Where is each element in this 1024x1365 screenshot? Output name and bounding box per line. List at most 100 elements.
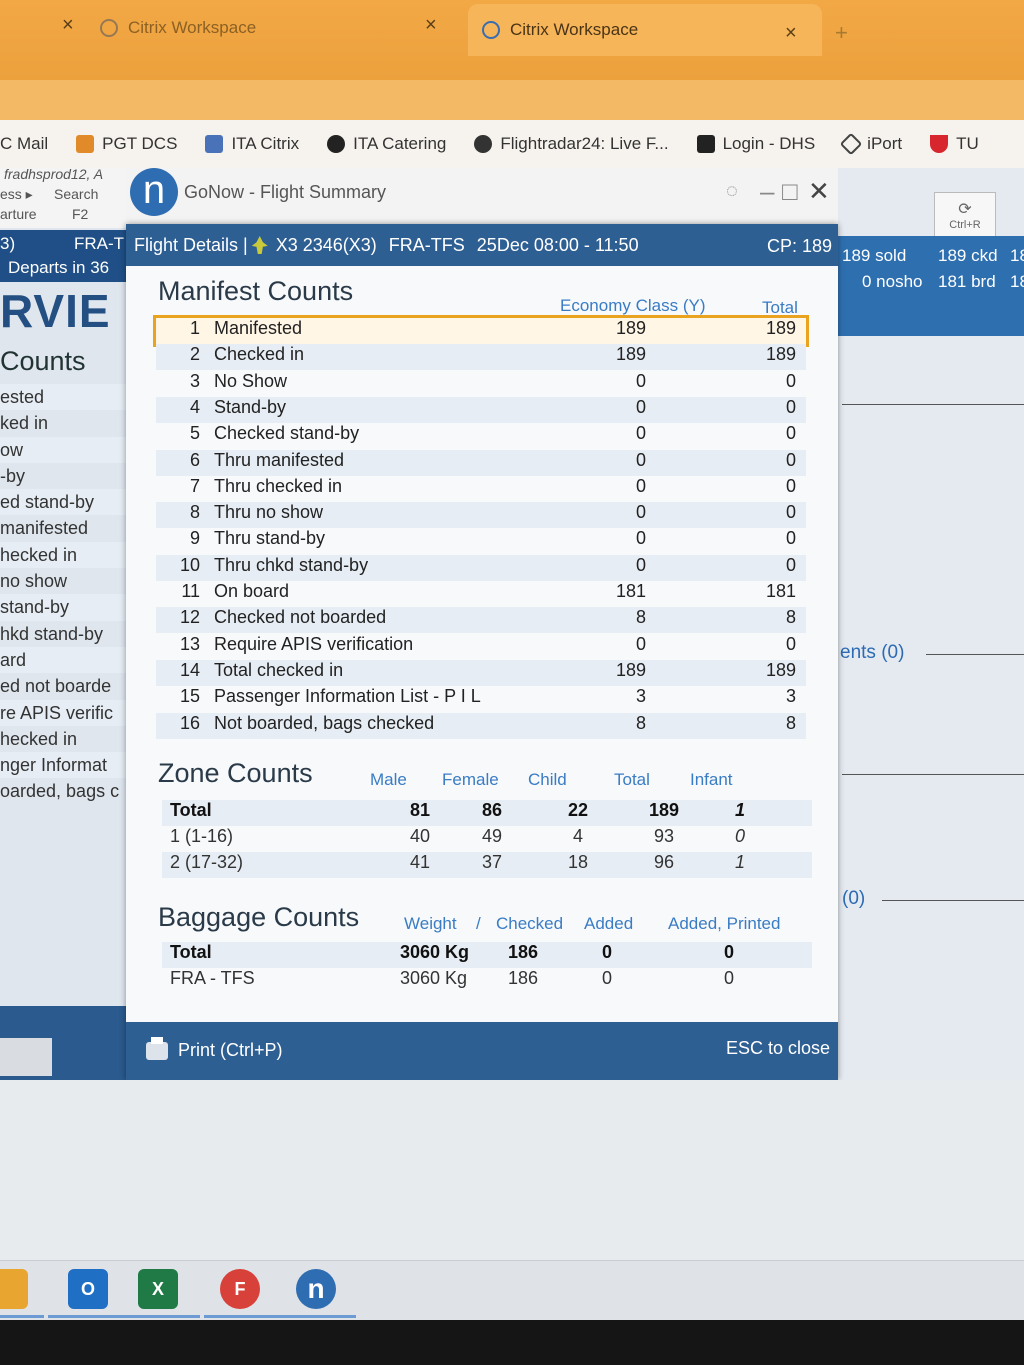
- desktop-background: [0, 1080, 1024, 1260]
- zone-cell-female: 37: [481, 852, 503, 872]
- gonow-title-bar: n GoNow - Flight Summary ◌ – □ ✕: [126, 168, 838, 224]
- pgt-icon: [76, 135, 95, 153]
- manifest-cell-y: 0: [635, 528, 646, 549]
- bookmark-tui[interactable]: TU: [930, 134, 979, 154]
- manifest-row[interactable]: 11 On board 181 181: [156, 581, 806, 607]
- manifest-cell-label: Total checked in: [214, 659, 344, 680]
- background-counts-list: ested ked in ow -by ed stand-by manifested hec…: [0, 384, 126, 805]
- eos-icon: [696, 135, 715, 153]
- background-list-item: ed stand-by: [0, 489, 126, 516]
- zone-cell-total: 189: [648, 800, 680, 820]
- manifest-cell-label: Require APIS verification: [214, 633, 414, 654]
- dialog-header: Flight Details | X3 2346(X3) FRA-TFS 25D…: [126, 224, 838, 266]
- manifest-row[interactable]: 6 Thru manifested 0 0: [156, 449, 806, 476]
- outlook-icon[interactable]: O: [68, 1269, 108, 1309]
- background-list-item: ked in: [0, 413, 49, 434]
- background-list-item: -by: [0, 465, 26, 486]
- tab-citrix-workspace-2[interactable]: Citrix Workspace: [468, 4, 822, 56]
- bookmark-iport[interactable]: iPort: [839, 132, 902, 156]
- zone-col-header: Total: [614, 770, 650, 789]
- background-list-item: re APIS verific: [0, 699, 126, 726]
- manifest-cell-total: 0: [785, 633, 796, 654]
- radar-icon: [474, 135, 493, 153]
- baggage-cell-label: Total: [170, 942, 212, 962]
- manifest-cell-label: Checked in: [214, 344, 305, 365]
- background-search[interactable]: Search: [54, 186, 99, 202]
- manifest-cell-y: 189: [615, 344, 646, 365]
- manifest-cell-n: 8: [189, 502, 200, 523]
- background-list-item: manifested: [0, 518, 89, 539]
- baggage-cell-weight: 3060 Kg: [400, 968, 468, 988]
- manifest-cell-total: 189: [765, 344, 796, 365]
- new-tab-icon[interactable]: +: [835, 20, 848, 45]
- background-link-count[interactable]: (0): [842, 888, 866, 909]
- background-link-documents[interactable]: ents (0): [840, 642, 905, 663]
- gonow-taskbar-icon[interactable]: n: [296, 1269, 336, 1309]
- manifest-cell-y: 0: [635, 554, 646, 575]
- close-window-button[interactable]: ✕: [808, 176, 830, 206]
- minimize-button[interactable]: –: [760, 176, 775, 206]
- manifest-row[interactable]: 2 Checked in 189 189: [156, 344, 806, 371]
- cp-count: CP: 189: [766, 236, 832, 256]
- window-title: GoNow - Flight Summary: [184, 182, 387, 202]
- manifest-row[interactable]: 12 Checked not boarded 8 8: [156, 607, 806, 634]
- bookmark-ita-catering[interactable]: ITA Catering: [327, 134, 446, 154]
- bookmark-pgt-dcs[interactable]: PGT DCS: [76, 134, 177, 154]
- dialog-footer: Print (Ctrl+P) ESC to close: [126, 1022, 838, 1080]
- manifest-row[interactable]: 4 Stand-by 0 0: [156, 396, 806, 423]
- chrome-icon[interactable]: F: [220, 1269, 260, 1309]
- background-list-item: nger Informat: [0, 752, 126, 779]
- iport-icon: [839, 132, 863, 156]
- zone-col-header: Male: [370, 770, 407, 789]
- manifest-cell-label: Thru checked in: [214, 475, 343, 496]
- zone-cell-infant: 0: [734, 826, 745, 846]
- print-button[interactable]: Print (Ctrl+P): [146, 1036, 283, 1061]
- tab-citrix-workspace-1[interactable]: Citrix Workspace: [100, 8, 460, 48]
- background-list-item: hecked in: [0, 541, 126, 569]
- bookmark-mail[interactable]: C Mail: [0, 134, 49, 153]
- manifest-row[interactable]: 8 Thru no show 0 0: [156, 502, 806, 529]
- manifest-cell-label: No Show: [214, 370, 288, 391]
- tab-close-icon[interactable]: ×: [425, 14, 437, 36]
- manifest-cell-y: 8: [635, 607, 646, 628]
- gonow-logo-icon: n: [130, 168, 178, 216]
- manifest-row[interactable]: 1 Manifested 189 189: [153, 315, 809, 347]
- citrix-icon: [100, 19, 118, 37]
- manifest-cell-n: 14: [179, 659, 200, 680]
- flight-route: FRA-TFS: [388, 234, 465, 255]
- zone-row: 2 (17-32) 41 37 18 96 1: [162, 852, 812, 878]
- manifest-row[interactable]: 16 Not boarded, bags checked 8 8: [156, 712, 806, 739]
- tab-close-icon[interactable]: ×: [785, 22, 797, 44]
- background-flight-header: 3) FRA-T Departs in 36: [0, 230, 126, 282]
- manifest-cell-y: 189: [615, 659, 646, 680]
- manifest-row[interactable]: 7 Thru checked in 0 0: [156, 476, 806, 502]
- esc-close-hint[interactable]: ESC to close: [725, 1038, 830, 1058]
- manifest-row[interactable]: 13 Require APIS verification 0 0: [156, 634, 806, 660]
- manifest-cell-y: 181: [615, 581, 646, 601]
- refresh-button[interactable]: ⟳ Ctrl+R: [934, 192, 996, 238]
- manifest-cell-label: Thru manifested: [214, 449, 345, 470]
- manifest-row[interactable]: 14 Total checked in 189 189: [156, 659, 806, 686]
- maximize-button[interactable]: □: [782, 176, 798, 206]
- tab-close-icon[interactable]: ×: [62, 14, 74, 36]
- manifest-cell-n: 9: [189, 528, 200, 549]
- bookmark-login-dhs[interactable]: Login - DHS: [696, 134, 815, 154]
- manifest-cell-label: Manifested: [214, 318, 303, 338]
- zone-cell-child: 18: [567, 852, 589, 872]
- manifest-cell-total: 0: [785, 554, 796, 575]
- bookmark-ita-citrix[interactable]: ITA Citrix: [205, 134, 299, 154]
- manifest-row[interactable]: 15 Passenger Information List - P I L 3 3: [156, 686, 806, 712]
- manifest-counts-title: Manifest Counts: [158, 276, 354, 306]
- manifest-cell-label: Checked stand-by: [214, 423, 360, 444]
- manifest-cell-y: 0: [635, 475, 646, 496]
- manifest-cell-total: 8: [785, 712, 796, 733]
- manifest-row[interactable]: 5 Checked stand-by 0 0: [156, 423, 806, 449]
- excel-icon[interactable]: X: [138, 1269, 178, 1309]
- manifest-row[interactable]: 9 Thru stand-by 0 0: [156, 528, 806, 554]
- file-explorer-icon[interactable]: [0, 1269, 28, 1309]
- bookmark-flightradar24[interactable]: Flightradar24: Live F...: [474, 134, 669, 154]
- manifest-row[interactable]: 3 No Show 0 0: [156, 371, 806, 397]
- baggage-cell-label: FRA - TFS: [170, 968, 255, 988]
- dialog-title: Flight Details |: [134, 234, 248, 255]
- manifest-row[interactable]: 10 Thru chkd stand-by 0 0: [156, 554, 806, 581]
